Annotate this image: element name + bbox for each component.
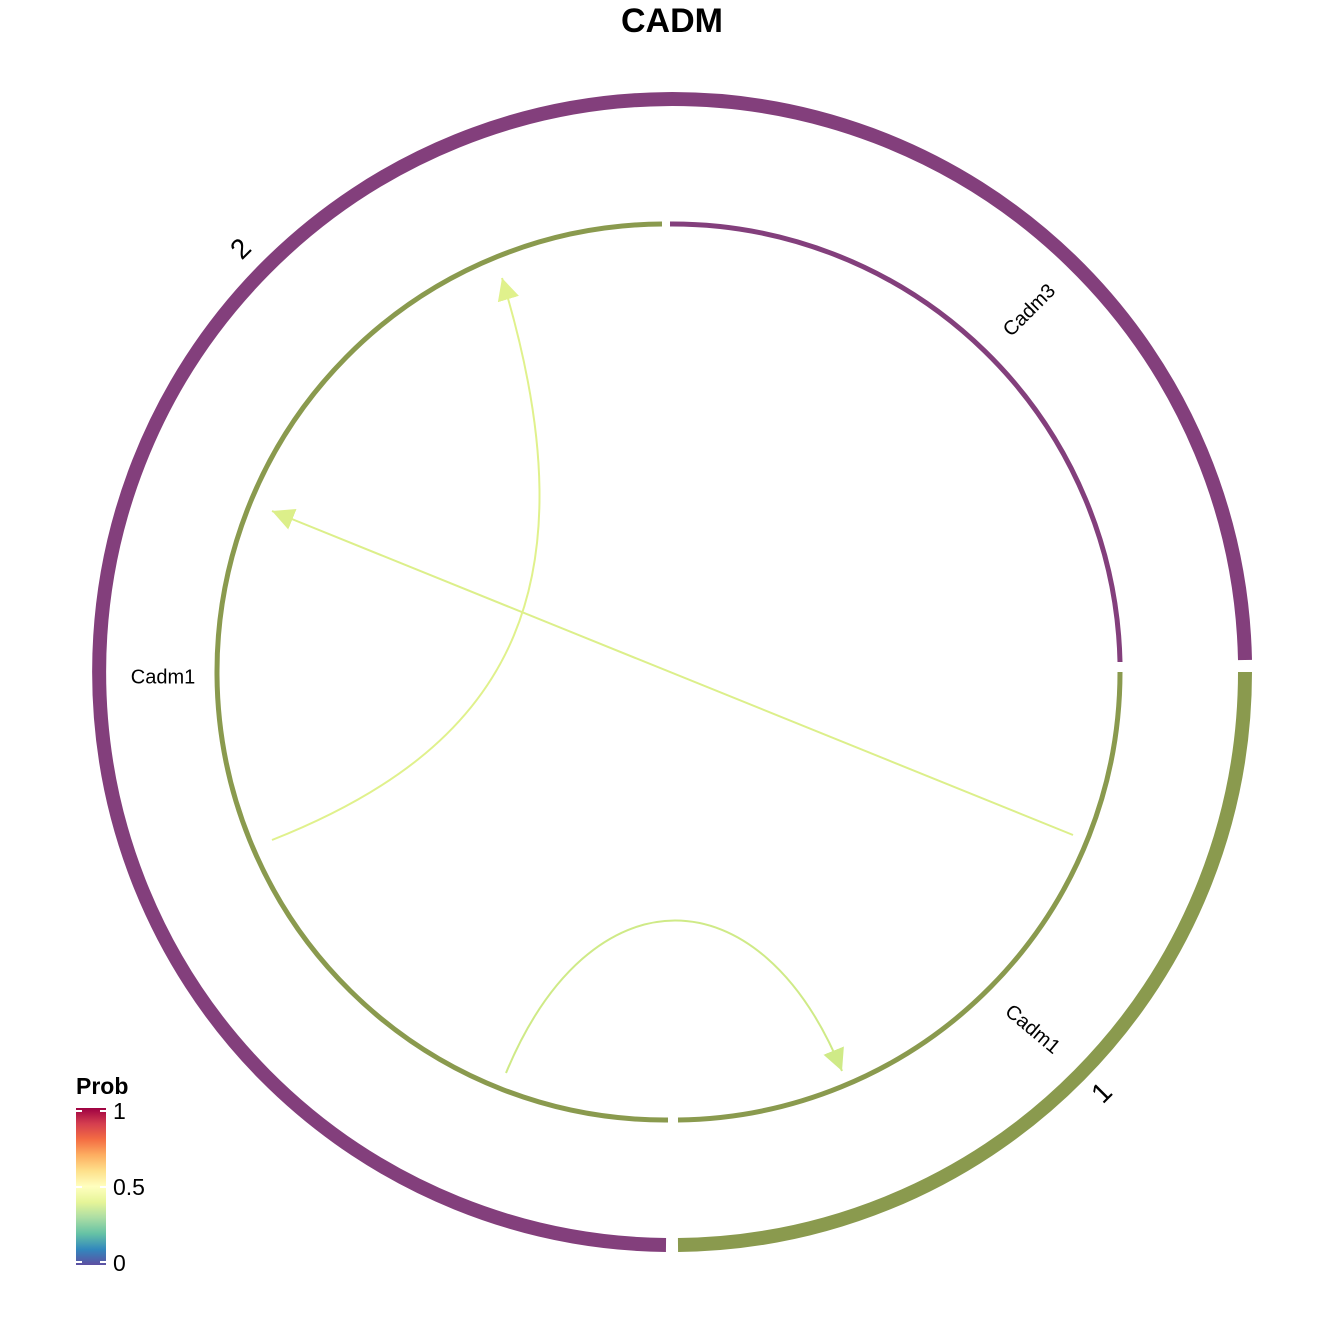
- group-label-1: 1: [1085, 1076, 1118, 1109]
- legend-tick-label: 1: [113, 1098, 126, 1124]
- legend-tick-label: 0.5: [113, 1174, 145, 1200]
- sector-arc-1-cadm1: [677, 671, 1123, 1123]
- sector-arc-2-cadm1: [214, 221, 669, 1123]
- sector-label-1-cadm1: Cadm1: [1001, 1000, 1065, 1058]
- legend-title: Prob: [76, 1073, 128, 1099]
- group-arc-2: [92, 92, 1252, 1252]
- sector-label-2-cadm3: Cadm3: [999, 280, 1060, 341]
- legend: Prob 1 0.5 0: [76, 1073, 145, 1276]
- sector-arc-2-cadm3: [669, 221, 1123, 663]
- chart-title: CADM: [621, 2, 723, 40]
- legend-tick-marks: [76, 1110, 106, 1263]
- sector-label-2-cadm1: Cadm1: [131, 666, 195, 688]
- group-arc-1: [677, 671, 1252, 1252]
- link-1cadm1-self: [505, 919, 844, 1074]
- legend-tick-label: 0: [113, 1250, 126, 1276]
- link-1cadm1-to-2cadm1: [271, 509, 1074, 836]
- group-label-2: 2: [224, 232, 257, 265]
- link-2cadm1-self: [271, 277, 541, 841]
